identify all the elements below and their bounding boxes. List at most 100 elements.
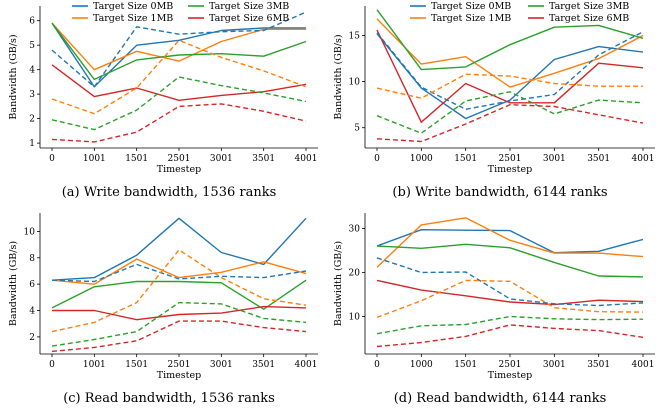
subfigure-caption: (d) Read bandwidth, 6144 ranks: [394, 391, 607, 406]
solid-series-line: [51, 217, 307, 281]
y-axis-label: Bandwidth (GB/s): [8, 34, 19, 119]
solid-series-line: [376, 33, 644, 120]
dashed-series-line: [376, 73, 643, 99]
x-tick-label: 1501: [454, 154, 477, 164]
solid-series-line: [376, 228, 644, 254]
x-tick-label: 3501: [587, 360, 610, 370]
y-tick-label: 6: [29, 17, 35, 27]
x-axis-label: Timestep: [488, 164, 532, 175]
x-tick-label: 0: [374, 360, 380, 370]
solid-series-line: [51, 22, 306, 71]
solid-series-line: [376, 217, 644, 268]
dashed-series-line: [376, 31, 644, 111]
y-tick-label: 30: [349, 224, 361, 234]
legend-label: Target Size 1MB: [93, 13, 173, 24]
dashed-series-line: [51, 263, 307, 283]
y-tick-label: 15: [349, 32, 361, 42]
x-tick-label: 3501: [252, 154, 275, 164]
x-tick-label: 4001: [295, 154, 318, 164]
dashed-series-line: [51, 39, 307, 115]
solid-series-line: [376, 29, 644, 123]
subfigure-caption: (c) Read bandwidth, 1536 ranks: [63, 391, 275, 406]
y-tick-label: 4: [29, 307, 35, 317]
legend-label: Target Size 6MB: [209, 13, 289, 24]
x-tick-label: 1000: [410, 154, 433, 164]
x-tick-label: 1000: [410, 360, 433, 370]
y-axis-label: Bandwidth (GB/s): [8, 241, 19, 326]
solid-series-line: [52, 305, 307, 321]
legend-label: Target Size 1MB: [431, 13, 511, 24]
y-tick-label: 5: [29, 41, 35, 51]
x-tick-label: 3001: [210, 154, 233, 164]
x-axis-label: Timestep: [157, 370, 201, 381]
x-tick-label: 3001: [210, 360, 233, 370]
chart-panel-4: 10 20 30 0 1000 1501 2501 3001 3501 4001 Timestep B…: [333, 213, 655, 406]
solid-series-line: [51, 22, 307, 81]
y-tick-label: 2: [29, 333, 35, 343]
x-axis-label: Timestep: [157, 164, 201, 175]
legend-label: Target Size 0MB: [93, 1, 173, 12]
chart-panel-2: 5 10 15 0 1000 1501 2501 3001 3501 4001 Timestep Ba…: [333, 1, 655, 200]
dashed-series-line: [51, 249, 307, 333]
x-tick-label: 1001: [83, 360, 106, 370]
x-tick-label: 3501: [252, 360, 275, 370]
x-tick-label: 0: [374, 154, 380, 164]
y-tick-label: 5: [354, 124, 360, 134]
solid-series-line: [51, 258, 307, 285]
y-tick-label: 8: [29, 254, 35, 264]
x-tick-label: 0: [49, 360, 55, 370]
x-tick-label: 1501: [125, 360, 148, 370]
legend-label: Target Size 3MB: [549, 1, 629, 12]
solid-series-line: [51, 64, 307, 102]
y-tick-label: 3: [29, 90, 35, 100]
y-tick-label: 1: [29, 139, 35, 149]
y-tick-label: 10: [349, 313, 361, 323]
dashed-series-line: [376, 279, 644, 319]
y-axis-label: Bandwidth (GB/s): [333, 241, 344, 326]
dashed-series-line: [376, 315, 644, 335]
solid-series-line: [376, 9, 644, 71]
dashed-series-line: [51, 76, 307, 131]
x-tick-label: 3001: [543, 360, 566, 370]
solid-series-line: [51, 279, 307, 310]
chart-panel-3: 2 4 6 8 10 0 1001 1501 2501 3001 3501 4001 Timestep B…: [8, 213, 318, 406]
dashed-series-line: [376, 91, 644, 134]
y-tick-label: 20: [349, 268, 361, 278]
y-tick-label: 2: [29, 115, 35, 125]
dashed-series-line: [376, 103, 644, 143]
dashed-series-line: [51, 11, 307, 88]
x-axis-label: Timestep: [488, 370, 532, 381]
legend-label: Target Size 6MB: [549, 13, 629, 24]
y-tick-label: 4: [29, 66, 35, 76]
x-tick-label: 2501: [168, 154, 191, 164]
x-tick-label: 4001: [632, 360, 655, 370]
solid-series-line: [376, 243, 644, 278]
chart-panel-1: 1 2 3 4 5 6 0 1001 1501 2501 3001 3501 4001 Timestep B…: [8, 1, 318, 200]
x-tick-label: 2501: [168, 360, 191, 370]
x-tick-label: 1501: [125, 154, 148, 164]
subfigure-caption: (a) Write bandwidth, 1536 ranks: [62, 185, 277, 200]
y-tick-label: 10: [349, 78, 361, 88]
x-tick-label: 2501: [499, 360, 522, 370]
dashed-series-line: [51, 103, 307, 143]
x-tick-label: 3501: [587, 154, 610, 164]
y-axis-label: Bandwidth (GB/s): [333, 34, 344, 119]
x-tick-label: 1001: [83, 154, 106, 164]
legend-label: Target Size 3MB: [209, 1, 289, 12]
dashed-series-line: [376, 324, 644, 348]
dashed-series-line: [51, 320, 307, 353]
x-tick-label: 2501: [499, 154, 522, 164]
x-tick-label: 0: [49, 154, 55, 164]
x-tick-label: 4001: [632, 154, 655, 164]
y-tick-label: 6: [29, 280, 35, 290]
x-tick-label: 1501: [454, 360, 477, 370]
dashed-series-line: [51, 301, 307, 347]
subfigure-caption: (b) Write bandwidth, 6144 ranks: [392, 185, 607, 200]
x-tick-label: 4001: [295, 360, 318, 370]
solid-series-line: [376, 279, 644, 306]
legend-label: Target Size 0MB: [431, 1, 511, 12]
y-tick-label: 10: [24, 227, 36, 237]
